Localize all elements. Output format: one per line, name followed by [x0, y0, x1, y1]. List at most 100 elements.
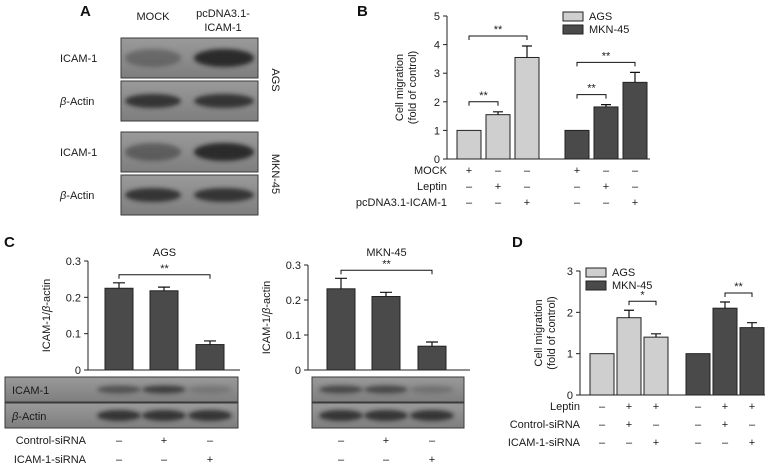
chart-c2-condition-mark-0-0: –: [338, 435, 345, 447]
chart-b-legend-label-0: AGS: [589, 11, 612, 23]
chart-d-condition-mark-1-5: –: [749, 419, 756, 431]
chart-d-legend-label-0: AGS: [612, 267, 635, 279]
blot-column-mock: MOCK: [137, 11, 171, 23]
chart-d-condition-mark-0-2: +: [653, 401, 659, 413]
chart-c1-error-0: [113, 282, 125, 289]
chart-d-bar-0-2: [643, 336, 669, 396]
chart-c2-error-1: [380, 291, 392, 297]
chart-d-condition-mark-2-0: –: [599, 437, 606, 449]
chart-d-y-tick-label-0: 0: [567, 390, 573, 402]
chart-b-bar-0-1: [485, 114, 511, 160]
chart-d-bar-1-1: [712, 307, 738, 396]
chart-b-sig-2-bracket: [576, 94, 607, 99]
chart-b-group: 0 1 2 3 4 5 Cell migration (fold of control) ** *…: [356, 11, 650, 209]
chart-c1-condition-mark-0-2: –: [207, 435, 214, 447]
chart-d-condition-mark-1-3: –: [695, 419, 702, 431]
chart-b-sig-1-bracket-label: **: [494, 24, 503, 36]
chart-c2-blot-band-0-1: [364, 385, 408, 394]
chart-c1-error-1: [158, 286, 170, 291]
chart-b-y-tick-label-3: 3: [434, 68, 440, 80]
panel-b: B 0 1 2 3 4 5 Cell migration (fold of control) *…: [356, 3, 650, 209]
chart-c2-blot-band-0-2: [410, 385, 454, 394]
chart-b-condition-mark-1-2: –: [524, 181, 531, 193]
chart-b-condition-mark-0-0: +: [466, 165, 472, 177]
chart-b-sig-2-bracket-label: **: [587, 83, 596, 95]
chart-b-legend-swatch-1: [562, 24, 584, 35]
blot-a-0-band-0-1: [194, 49, 254, 67]
chart-b-bar-1-2: [622, 81, 648, 160]
chart-d-condition-mark-1-2: –: [653, 419, 660, 431]
chart-c2-condition-mark-1-0: –: [338, 454, 345, 466]
chart-c1-blot-band-0-0: [97, 385, 141, 394]
chart-c1-condition-label-1: ICAM-1-siRNA: [14, 454, 87, 466]
chart-d-bar-1-0: [685, 353, 711, 396]
chart-c2-bar-0: [326, 288, 356, 371]
chart-c1-condition-label-0: Control-siRNA: [16, 435, 87, 447]
chart-d-legend-swatch-0: [585, 267, 607, 278]
panel-letter-c: C: [4, 234, 15, 251]
blot-a-1-band-0-1: [194, 143, 254, 161]
chart-d-condition-label-0: Leptin: [550, 401, 580, 413]
blot-column-pcdna-line2: ICAM-1: [204, 22, 241, 34]
chart-b-condition-mark-2-2: +: [524, 197, 530, 209]
chart-c1-blot-band-1-2: [188, 410, 232, 421]
chart-b-condition-mark-1-4: +: [603, 181, 609, 193]
chart-b-condition-mark-2-4: –: [603, 197, 610, 209]
blot-a-1-band-1-1: [194, 188, 254, 202]
chart-c1-blot-band-1-0: [97, 410, 141, 421]
chart-c2-title: MKN-45: [366, 247, 406, 259]
chart-b-condition-label-1: Leptin: [417, 181, 447, 193]
chart-d-condition-mark-0-4: +: [722, 401, 728, 413]
chart-b-condition-mark-1-5: –: [632, 181, 639, 193]
panel-letter-b: B: [357, 3, 368, 20]
chart-c2-condition-mark-1-2: +: [429, 454, 435, 466]
chart-b-error-1-1: [601, 104, 611, 107]
chart-c2-bar-2: [417, 345, 447, 371]
chart-c2-blot-band-1-2: [410, 410, 454, 421]
chart-d-ylabel-0: Cell migration: [533, 299, 545, 366]
blot-a-1-row-label-0: ICAM-1: [60, 147, 97, 159]
chart-b-condition-mark-0-1: –: [495, 165, 502, 177]
chart-d-error-0-2: [651, 333, 661, 338]
chart-b-condition-mark-2-5: +: [632, 197, 638, 209]
chart-b-legend-swatch-0: [562, 11, 584, 22]
chart-c1-y-tick-label-2: 0.2: [66, 292, 81, 304]
chart-d-sig-1-bracket-label: **: [734, 281, 743, 293]
chart-c1-y-tick-label-0: 0: [75, 365, 81, 377]
blot-a-cell-line-1: MKN-45: [269, 154, 281, 194]
chart-c1-error-2: [204, 340, 216, 345]
chart-b-ylabel-0: Cell migration: [394, 54, 406, 121]
chart-c2-y-tick-label-1: 0.1: [286, 330, 301, 342]
chart-b-bar-1-1: [593, 106, 619, 160]
chart-b-condition-mark-2-1: –: [495, 197, 502, 209]
chart-b-y-tick-label-4: 4: [434, 40, 440, 52]
chart-b-condition-label-0: MOCK: [414, 165, 448, 177]
chart-b-ylabel-1: (fold of control): [407, 51, 419, 124]
chart-b-sig-1-bracket: [468, 35, 528, 41]
chart-d-bar-1-2: [739, 327, 765, 396]
chart-d-condition-mark-0-0: –: [599, 401, 606, 413]
chart-c2-sig-0-bracket: [340, 269, 433, 275]
chart-c1-y-tick-label-3: 0.3: [66, 256, 81, 268]
chart-d-y-tick-label-1: 1: [567, 349, 573, 361]
chart-c2-condition-mark-1-1: –: [383, 454, 390, 466]
chart-c-ags-group: AGS 0 0.1 0.2 0.3 ICAM-1/β-actin ** ICAM-1 β-Act…: [4, 247, 240, 466]
chart-b-condition-mark-0-2: –: [524, 165, 531, 177]
chart-b-bar-0-0: [456, 129, 482, 160]
panel-a: A MOCK pcDNA3.1- ICAM-1 ICAM-1 β-Actin AGS…: [59, 3, 281, 216]
chart-d-y-tick-label-2: 2: [567, 307, 573, 319]
chart-c1-condition-mark-1-1: –: [161, 454, 168, 466]
chart-d-error-1-2: [747, 322, 757, 328]
chart-d-condition-label-1: Control-siRNA: [510, 419, 581, 431]
chart-d-bar-0-1: [616, 317, 642, 396]
chart-c2-y-tick-label-0: 0: [295, 365, 301, 377]
chart-c1-condition-mark-0-0: –: [116, 435, 123, 447]
chart-d-condition-mark-0-1: +: [626, 401, 632, 413]
chart-c1-bar-0: [104, 287, 134, 371]
blot-a-group: ICAM-1 β-Actin AGS ICAM-1 β-Actin MKN-45: [59, 37, 281, 216]
blot-a-0-band-0-0: [125, 49, 181, 67]
chart-c2-error-2: [426, 341, 438, 347]
panel-letter-a: A: [80, 3, 91, 20]
blot-a-1-band-1-0: [125, 188, 181, 202]
